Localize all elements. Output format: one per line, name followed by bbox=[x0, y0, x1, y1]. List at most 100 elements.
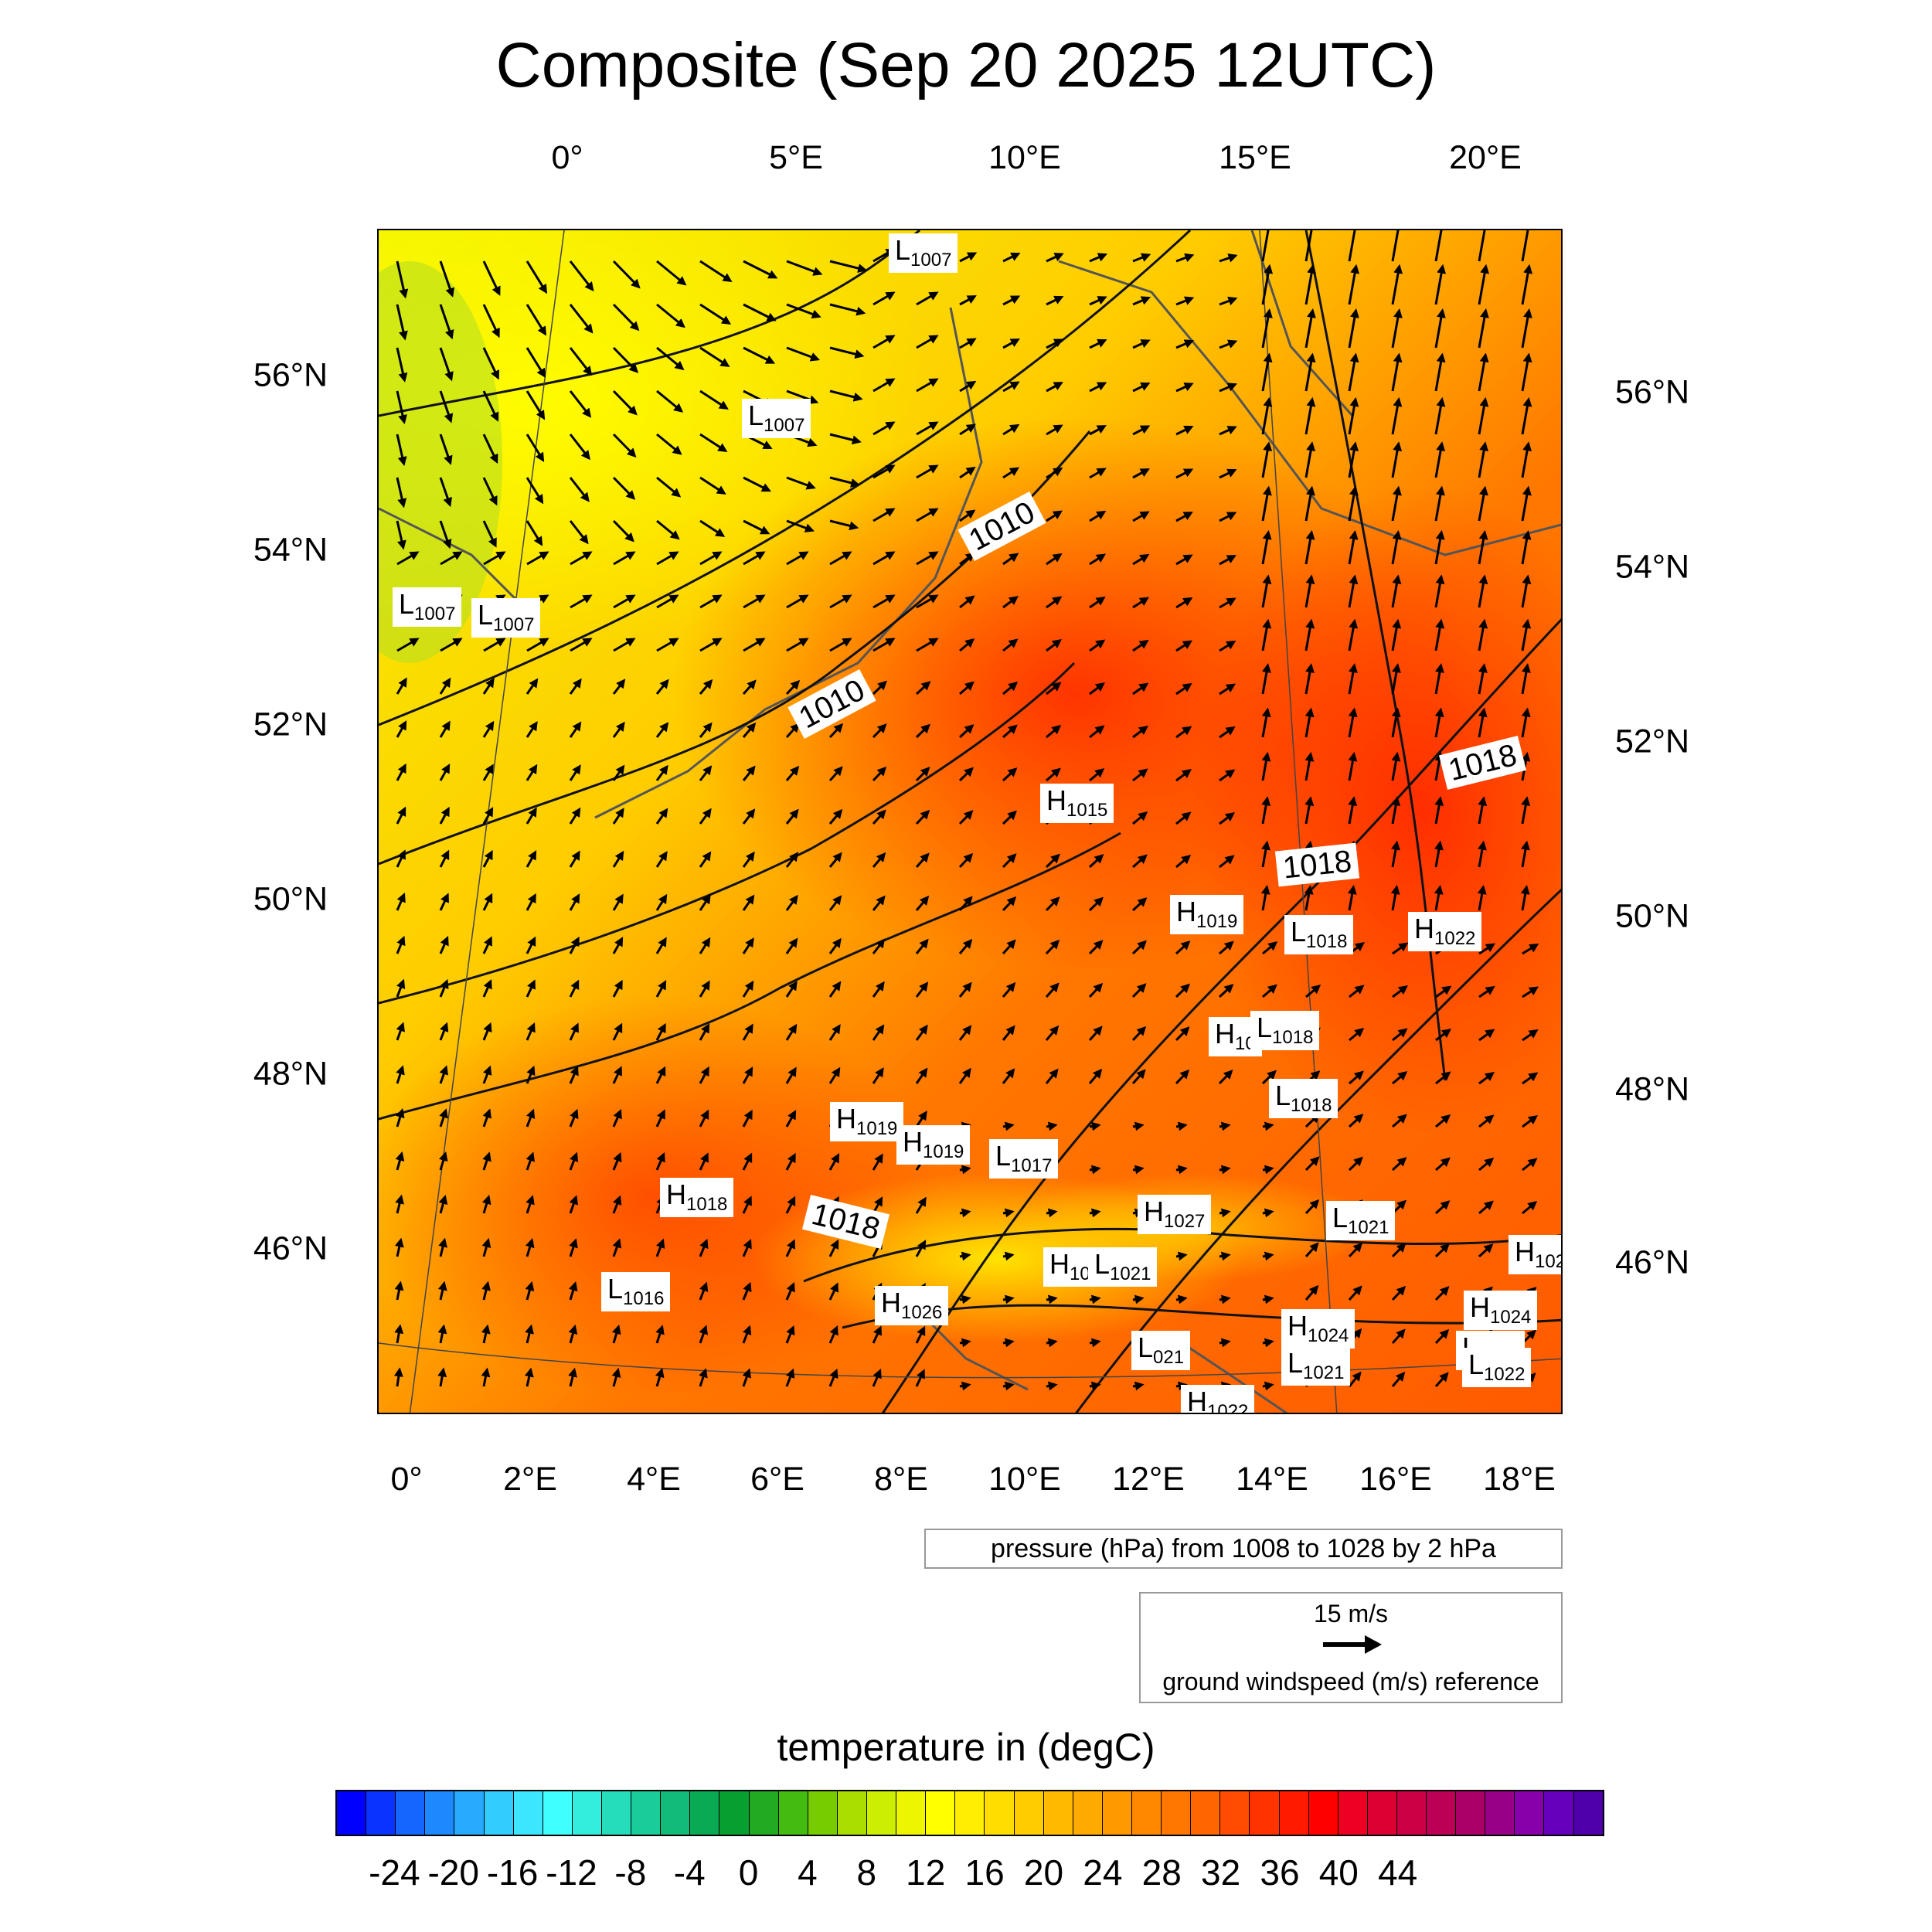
colorbar-tick-label: 0 bbox=[738, 1852, 759, 1893]
wind-arrow bbox=[1348, 1156, 1363, 1172]
wind-arrow bbox=[656, 594, 679, 609]
wind-arrow bbox=[613, 551, 636, 566]
wind-arrow bbox=[829, 303, 866, 316]
wind-reference-legend: 15 m/s ground windspeed (m/s) reference bbox=[1139, 1592, 1563, 1703]
wind-arrow bbox=[743, 303, 777, 321]
wind-arrow bbox=[482, 347, 499, 380]
wind-arrow bbox=[526, 936, 536, 954]
wind-arrow bbox=[959, 1251, 971, 1261]
wind-arrow bbox=[526, 1108, 536, 1128]
wind-arrow bbox=[1132, 468, 1150, 479]
wind-arrow bbox=[395, 1151, 405, 1171]
wind-arrow bbox=[394, 1237, 404, 1257]
pressure-center-label: L1021 bbox=[1088, 1247, 1158, 1287]
wind-arrow bbox=[1175, 253, 1195, 263]
wind-arrow bbox=[1046, 424, 1063, 436]
wind-arrow bbox=[1046, 1121, 1058, 1131]
colorbar-tick-label: -24 bbox=[369, 1852, 420, 1893]
wind-arrow bbox=[1304, 1242, 1319, 1258]
pressure-center-label: H1026 bbox=[875, 1286, 949, 1325]
wind-arrow bbox=[1089, 1294, 1101, 1304]
wind-arrow bbox=[1434, 796, 1444, 825]
wind-arrow bbox=[655, 1325, 665, 1344]
wind-arrow bbox=[1132, 253, 1151, 263]
wind-arrow bbox=[959, 252, 978, 263]
wind-arrow bbox=[1348, 485, 1359, 522]
pressure-center-value: 1027 bbox=[1164, 1211, 1206, 1232]
wind-arrow bbox=[569, 1195, 578, 1214]
wind-arrow bbox=[1261, 796, 1271, 825]
wind-arrow bbox=[1391, 264, 1403, 305]
colorbar-swatch bbox=[1338, 1791, 1368, 1835]
wind-arrow bbox=[612, 764, 625, 781]
wind-arrow bbox=[439, 260, 454, 298]
wind-arrow bbox=[785, 1282, 795, 1301]
wind-arrow bbox=[1088, 1026, 1103, 1042]
wind-arrow bbox=[1521, 441, 1532, 478]
wind-arrow bbox=[524, 1367, 534, 1387]
wind-arrow bbox=[526, 1195, 535, 1214]
wind-arrow bbox=[786, 551, 809, 566]
wind-arrow bbox=[439, 893, 449, 911]
wind-arrow bbox=[1478, 230, 1486, 262]
wind-arrow bbox=[742, 1023, 753, 1041]
wind-arrow bbox=[439, 477, 452, 508]
colorbar-swatch bbox=[778, 1791, 808, 1835]
wind-arrow bbox=[569, 721, 582, 738]
wind-arrow bbox=[526, 520, 543, 546]
wind-arrow bbox=[1349, 1070, 1364, 1085]
wind-arrow bbox=[655, 851, 668, 868]
wind-arrow bbox=[742, 765, 756, 781]
wind-arrow bbox=[526, 1022, 536, 1041]
wind-arrow bbox=[1002, 810, 1017, 825]
right-lat-tick: 50°N bbox=[1615, 897, 1690, 935]
wind-arrow bbox=[699, 1281, 709, 1301]
wind-arrow bbox=[1002, 981, 1016, 998]
pressure-center-value: 1019 bbox=[923, 1141, 964, 1162]
wind-arrow bbox=[1132, 296, 1151, 306]
colorbar-tick-label: 20 bbox=[1023, 1852, 1064, 1893]
wind-arrow bbox=[1304, 485, 1315, 522]
wind-arrow bbox=[482, 764, 494, 781]
wind-arrow bbox=[1434, 352, 1446, 392]
wind-arrow bbox=[1478, 707, 1488, 738]
wind-arrow bbox=[1348, 396, 1359, 435]
wind-arrow bbox=[742, 1196, 752, 1214]
wind-arrow bbox=[1175, 1294, 1188, 1304]
pressure-center-type: H bbox=[1215, 1018, 1235, 1049]
wind-arrow bbox=[655, 1066, 666, 1084]
wind-arrow bbox=[916, 291, 939, 306]
wind-arrow bbox=[1522, 1158, 1538, 1172]
colorbar-swatch bbox=[1043, 1791, 1073, 1835]
wind-arrow bbox=[1002, 1208, 1015, 1218]
wind-arrow bbox=[699, 389, 729, 410]
wind-arrow bbox=[742, 722, 757, 738]
wind-arrow bbox=[958, 724, 975, 739]
pressure-center-value: 1018 bbox=[1306, 931, 1348, 952]
wind-arrow bbox=[1175, 854, 1192, 869]
colorbar-tick-label: 32 bbox=[1200, 1852, 1241, 1893]
wind-arrow bbox=[1088, 854, 1104, 869]
wind-arrow bbox=[439, 764, 451, 781]
wind-arrow bbox=[1304, 663, 1315, 695]
wind-arrow bbox=[1522, 943, 1539, 955]
colorbar-swatch bbox=[1014, 1791, 1044, 1835]
wind-arrow bbox=[1478, 796, 1488, 825]
wind-arrow bbox=[785, 852, 799, 868]
wind-arrow bbox=[526, 850, 537, 868]
wind-arrow bbox=[482, 304, 500, 338]
wind-arrow bbox=[655, 722, 669, 738]
wind-arrow bbox=[958, 896, 973, 912]
temperature-colorbar bbox=[335, 1790, 1604, 1836]
left-lat-tick: 56°N bbox=[253, 356, 328, 394]
wind-arrow bbox=[1348, 441, 1359, 478]
wind-arrow bbox=[699, 1109, 709, 1128]
wind-arrow bbox=[1304, 230, 1313, 262]
wind-arrow bbox=[656, 519, 680, 540]
pressure-center-value: 1018 bbox=[1291, 1095, 1332, 1116]
pressure-center-value: 1007 bbox=[910, 250, 952, 270]
wind-arrow bbox=[1348, 352, 1359, 392]
pressure-center-label: L1007 bbox=[889, 233, 958, 273]
wind-arrow bbox=[959, 338, 977, 349]
wind-arrow bbox=[1089, 596, 1106, 609]
